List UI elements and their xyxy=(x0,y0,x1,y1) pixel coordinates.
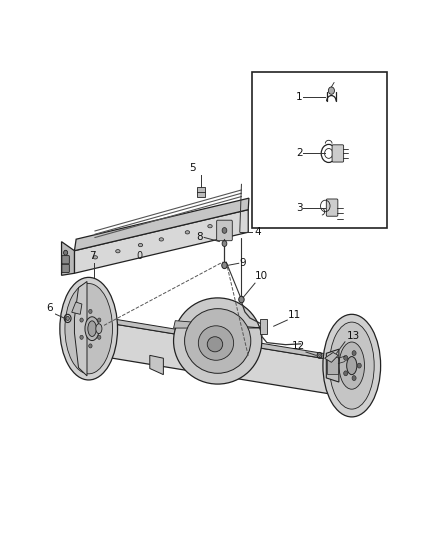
Polygon shape xyxy=(72,302,82,314)
Bar xyxy=(260,319,267,334)
Ellipse shape xyxy=(159,238,163,241)
Ellipse shape xyxy=(96,324,102,334)
Text: 12: 12 xyxy=(291,341,304,351)
Circle shape xyxy=(318,354,321,357)
Ellipse shape xyxy=(198,326,233,360)
Circle shape xyxy=(344,356,348,360)
Polygon shape xyxy=(74,281,87,376)
Text: 13: 13 xyxy=(346,331,360,341)
Circle shape xyxy=(64,251,67,255)
Circle shape xyxy=(222,228,227,233)
FancyBboxPatch shape xyxy=(326,199,338,216)
Ellipse shape xyxy=(88,321,96,336)
Circle shape xyxy=(66,317,69,320)
Ellipse shape xyxy=(329,322,374,409)
Text: 3: 3 xyxy=(296,203,303,213)
FancyBboxPatch shape xyxy=(62,264,69,272)
Circle shape xyxy=(80,335,83,340)
Text: 1: 1 xyxy=(296,92,303,102)
Text: 7: 7 xyxy=(89,251,95,261)
Ellipse shape xyxy=(185,231,190,234)
Polygon shape xyxy=(325,352,338,362)
Text: 11: 11 xyxy=(288,310,301,320)
Circle shape xyxy=(328,87,335,94)
Polygon shape xyxy=(326,349,339,382)
Circle shape xyxy=(352,376,356,381)
Ellipse shape xyxy=(347,357,357,375)
Circle shape xyxy=(222,241,227,246)
Ellipse shape xyxy=(208,224,212,228)
Ellipse shape xyxy=(138,244,143,247)
Text: 2: 2 xyxy=(296,148,303,158)
Ellipse shape xyxy=(184,309,251,373)
Circle shape xyxy=(88,344,92,348)
Circle shape xyxy=(357,363,361,368)
FancyBboxPatch shape xyxy=(332,145,344,162)
Ellipse shape xyxy=(116,249,120,253)
Ellipse shape xyxy=(339,342,364,389)
Circle shape xyxy=(222,262,227,269)
Circle shape xyxy=(239,296,244,303)
Ellipse shape xyxy=(323,314,381,417)
Text: 8: 8 xyxy=(196,232,203,243)
Polygon shape xyxy=(74,209,248,273)
Text: 5: 5 xyxy=(189,163,196,173)
Circle shape xyxy=(98,335,101,340)
Text: 10: 10 xyxy=(254,271,268,281)
Ellipse shape xyxy=(65,284,113,374)
Text: 0: 0 xyxy=(137,251,143,261)
Circle shape xyxy=(98,318,101,322)
Polygon shape xyxy=(150,356,163,375)
Text: 4: 4 xyxy=(254,227,261,237)
Bar xyxy=(197,187,205,197)
FancyBboxPatch shape xyxy=(217,220,232,241)
Polygon shape xyxy=(173,321,264,328)
Circle shape xyxy=(352,351,356,356)
Ellipse shape xyxy=(173,298,262,384)
Bar xyxy=(251,72,387,228)
Circle shape xyxy=(88,309,92,313)
Polygon shape xyxy=(61,241,74,276)
Text: 6: 6 xyxy=(46,303,53,313)
Polygon shape xyxy=(74,198,249,251)
Text: 9: 9 xyxy=(240,259,247,268)
Circle shape xyxy=(80,318,83,322)
Ellipse shape xyxy=(60,277,117,380)
Ellipse shape xyxy=(207,337,223,352)
Ellipse shape xyxy=(85,317,99,341)
Polygon shape xyxy=(75,313,345,362)
Circle shape xyxy=(344,371,348,376)
Bar xyxy=(327,358,338,374)
FancyBboxPatch shape xyxy=(62,256,69,264)
Polygon shape xyxy=(75,318,345,397)
Ellipse shape xyxy=(93,256,98,259)
